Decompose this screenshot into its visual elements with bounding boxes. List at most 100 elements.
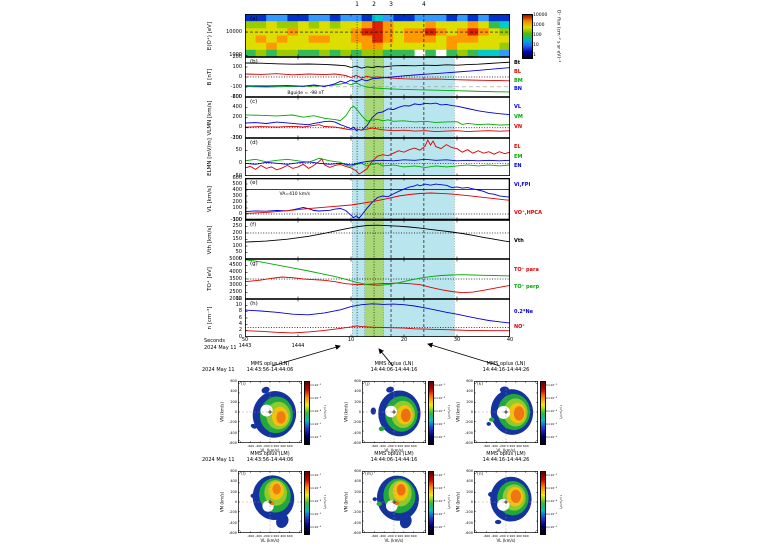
dist-m-title: MMS oplus (LM) 14:44:06-14:44:16	[342, 451, 446, 463]
series-BN	[245, 67, 510, 87]
dist-colorbar-tick: 1×10⁻⁵	[434, 512, 446, 516]
dist-ytick-label: 600	[354, 469, 361, 473]
dist-k-title-line: MMS oplus (LN)	[486, 361, 526, 367]
dist-colorbar-tick: 1×10⁻⁶	[310, 525, 322, 529]
spectrogram-cell	[308, 28, 320, 36]
dist-ytick-label: 0	[234, 410, 237, 414]
y-tick-label: 12	[235, 295, 242, 302]
dist-colorbar	[540, 471, 546, 535]
spectrogram-cell	[488, 21, 500, 29]
spectrogram-cell	[435, 49, 447, 57]
dist-l-ylabel: VM (km/s)	[219, 491, 225, 513]
panel-ylabel: VL [km/s]	[207, 185, 213, 213]
dist-ytick-label: 400	[230, 479, 237, 484]
spectrogram-cell	[382, 14, 394, 22]
shaded-band	[364, 220, 384, 259]
spectrogram-cell	[467, 42, 479, 51]
dist-i-title: MMS oplus (LN) 14:43:56-14:44:06	[218, 361, 322, 373]
psd-contour	[510, 489, 522, 503]
dist-plot-m: (m)	[361, 470, 427, 534]
dist-colorbar-tick: 1×10⁻²	[546, 473, 558, 477]
spectrogram-cell	[340, 14, 352, 22]
spectrogram-cell	[499, 35, 510, 44]
spectrogram-cell	[457, 49, 468, 57]
panel-letter: (d)	[250, 139, 258, 146]
y-tick-label: 200	[232, 229, 242, 236]
dist-i-svg	[237, 380, 303, 444]
colorbar-tick-label: 1	[533, 52, 536, 58]
dist-colorbar-tick: 1×10⁻³	[310, 396, 322, 400]
y-tick-label: 0	[238, 124, 242, 131]
panel-letter: (e)	[250, 179, 258, 186]
legend-label: VM	[514, 114, 523, 120]
psd-spot	[372, 497, 378, 502]
spectrogram-cell	[414, 35, 426, 44]
legend-label: EM	[514, 153, 523, 160]
spectrogram-cell	[499, 49, 510, 57]
x-axis-date-label: 2024 May 11	[204, 345, 237, 351]
panel-ylabel: VLMN [km/s]	[207, 100, 213, 135]
spectrogram-cell	[308, 14, 320, 22]
y-tick-label: 0	[238, 159, 242, 166]
panel-letter: (c)	[250, 98, 258, 105]
series-BM	[245, 82, 510, 93]
y-tick-label: 6	[238, 314, 242, 321]
dist-j-subtitle: 14:44:06-14:44:16	[370, 366, 418, 373]
dist-colorbar-unit: f (s³/cm⁶)	[447, 495, 451, 509]
y-tick-label: 1000	[229, 52, 242, 59]
spectrogram-cell	[361, 35, 373, 44]
y-tick-label: 50	[235, 249, 242, 255]
spectrogram-cell	[298, 28, 309, 36]
y-tick-label: 0	[238, 73, 242, 80]
dist-colorbar-tick: 1×10⁻⁴	[546, 409, 558, 413]
spectrogram-cell	[255, 35, 267, 44]
spectrogram-cell	[435, 21, 447, 29]
panel-c-plot	[245, 97, 510, 138]
dist-m-title-line: MMS oplus (LM)	[374, 451, 414, 457]
x-tick-label: 1444	[285, 338, 311, 349]
panel-e-plot	[245, 178, 510, 220]
dist-colorbar-tick: 1×10⁻⁶	[434, 525, 446, 529]
spectrogram-cell	[266, 14, 278, 22]
spectrogram-cell	[351, 42, 362, 51]
y-tick-label: 200	[232, 114, 242, 120]
spectrogram-cell	[308, 42, 320, 51]
dist-colorbar	[428, 471, 434, 535]
dist-colorbar-tick: 1×10⁻²	[310, 473, 322, 477]
psd-spot	[376, 501, 382, 507]
panel-ylabel: Vth [km/s]	[207, 225, 213, 254]
dist-n-svg	[473, 470, 539, 534]
spectrogram-cell	[308, 35, 320, 44]
y-tick-label: 250	[232, 223, 242, 229]
dist-frame	[473, 380, 539, 444]
spectrogram-cell	[382, 35, 394, 44]
spectrogram-cell	[404, 14, 415, 22]
dist-ytick-label: -400	[465, 430, 473, 435]
dist-colorbar-tick: 1×10⁻³	[546, 486, 558, 490]
spectrogram-cell	[414, 42, 426, 51]
dist-k-subtitle: 14:44:16-14:44:26	[482, 366, 530, 373]
spectrogram-cell	[478, 21, 490, 29]
series-Vi,FPI	[245, 183, 510, 219]
panel-frame	[245, 57, 510, 97]
shaded-band	[364, 97, 384, 138]
panel-ylabel: n [cm⁻³]	[207, 306, 213, 330]
spectrogram-cell	[478, 28, 490, 36]
y-tick-label: 400	[232, 186, 242, 193]
dist-colorbar-tick: 1×10⁻⁴	[310, 409, 322, 413]
dist-j-title: MMS oplus (LN) 14:44:06-14:44:16	[342, 361, 446, 373]
psd-spot	[399, 514, 412, 529]
dist-colorbar-unit: f (s³/cm⁶)	[559, 405, 563, 419]
psd-hole	[260, 404, 273, 417]
dist-colorbar-unit: f (s³/cm⁶)	[323, 405, 327, 419]
spectrogram-cell	[276, 21, 288, 29]
dist-ytick-label: 0	[470, 410, 473, 414]
dist-n-xlabel: VL (km/s)	[496, 538, 516, 543]
dist-n-ylabel: VM (km/s)	[455, 491, 461, 513]
panel-frame	[245, 299, 510, 337]
psd-spot	[494, 519, 502, 525]
spectrogram-cell	[340, 42, 352, 51]
dist-colorbar-tick: 1×10⁻³	[434, 396, 446, 400]
series-Vth	[245, 224, 510, 243]
dist-k-ylabel: VN (km/s)	[455, 402, 461, 422]
